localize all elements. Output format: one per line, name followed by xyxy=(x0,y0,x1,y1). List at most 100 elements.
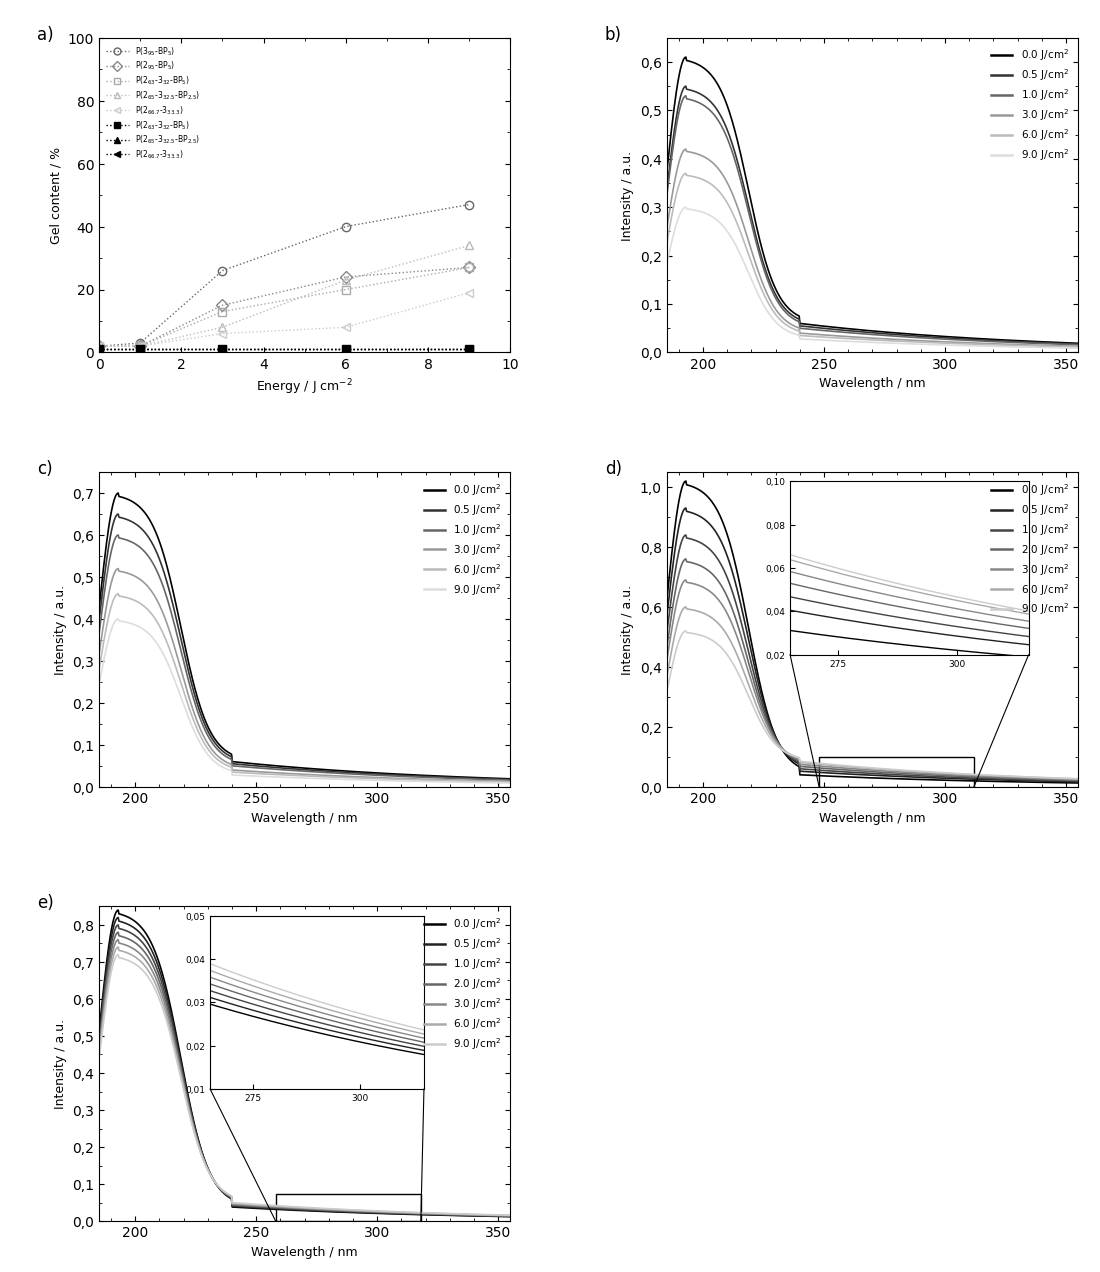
6.0 J/cm$^2$ xyxy=(504,1208,517,1224)
0.5 J/cm$^2$ xyxy=(166,1013,179,1028)
X-axis label: Wavelength / nm: Wavelength / nm xyxy=(820,812,925,824)
0.5 J/cm$^2$ xyxy=(680,79,693,94)
0.5 J/cm$^2$ xyxy=(903,328,916,343)
0.5 J/cm$^2$ xyxy=(199,1155,212,1170)
Y-axis label: Intensity / a.u.: Intensity / a.u. xyxy=(621,150,635,240)
9.0 J/cm$^2$ xyxy=(111,946,124,962)
0.5 J/cm$^2$ xyxy=(403,768,416,784)
3.0 J/cm$^2$ xyxy=(767,729,780,744)
6.0 J/cm$^2$ xyxy=(660,237,673,252)
0.0 J/cm$^2$ xyxy=(111,486,124,501)
Line: 0.5 J/cm$^2$: 0.5 J/cm$^2$ xyxy=(99,514,510,780)
0.0 J/cm$^2$ xyxy=(92,1025,106,1040)
3.0 J/cm$^2$ xyxy=(403,771,416,786)
6.0 J/cm$^2$ xyxy=(166,650,179,665)
3.0 J/cm$^2$ xyxy=(970,336,983,351)
1.0 J/cm$^2$ xyxy=(847,764,860,780)
3.0 J/cm$^2$ xyxy=(279,1199,293,1215)
Line: 3.0 J/cm$^2$: 3.0 J/cm$^2$ xyxy=(667,150,1078,347)
6.0 J/cm$^2$ xyxy=(767,731,780,747)
3.0 J/cm$^2$ xyxy=(199,733,212,748)
6.0 J/cm$^2$ xyxy=(903,763,916,778)
2.0 J/cm$^2$ xyxy=(403,1206,416,1221)
3.0 J/cm$^2$ xyxy=(680,142,693,158)
0.0 J/cm$^2$ xyxy=(767,276,780,291)
Legend: 0.0 J/cm$^2$, 0.5 J/cm$^2$, 1.0 J/cm$^2$, 3.0 J/cm$^2$, 6.0 J/cm$^2$, 9.0 J/cm$^: 0.0 J/cm$^2$, 0.5 J/cm$^2$, 1.0 J/cm$^2$… xyxy=(987,43,1072,168)
1.0 J/cm$^2$ xyxy=(903,329,916,345)
0.5 J/cm$^2$ xyxy=(680,501,693,516)
1.0 J/cm$^2$ xyxy=(767,726,780,742)
0.5 J/cm$^2$ xyxy=(847,324,860,340)
1.0 J/cm$^2$ xyxy=(680,89,693,104)
9.0 J/cm$^2$ xyxy=(403,773,416,789)
9.0 J/cm$^2$ xyxy=(847,759,860,775)
Y-axis label: Gel content / %: Gel content / % xyxy=(50,148,63,244)
9.0 J/cm$^2$ xyxy=(504,1207,517,1222)
1.0 J/cm$^2$ xyxy=(279,1201,293,1216)
0.0 J/cm$^2$ xyxy=(336,763,349,778)
3.0 J/cm$^2$ xyxy=(847,762,860,777)
Line: 1.0 J/cm$^2$: 1.0 J/cm$^2$ xyxy=(667,536,1078,781)
0.0 J/cm$^2$ xyxy=(1071,336,1085,351)
0.0 J/cm$^2$ xyxy=(279,759,293,775)
Text: d): d) xyxy=(605,459,621,478)
0.0 J/cm$^2$ xyxy=(1071,776,1085,791)
0.0 J/cm$^2$ xyxy=(367,766,381,781)
0.0 J/cm$^2$ xyxy=(970,773,983,789)
3.0 J/cm$^2$ xyxy=(935,767,948,782)
Line: 6.0 J/cm$^2$: 6.0 J/cm$^2$ xyxy=(99,594,510,782)
3.0 J/cm$^2$ xyxy=(336,1203,349,1219)
Line: 9.0 J/cm$^2$: 9.0 J/cm$^2$ xyxy=(667,631,1078,778)
1.0 J/cm$^2$ xyxy=(199,724,212,739)
6.0 J/cm$^2$ xyxy=(1071,772,1085,787)
3.0 J/cm$^2$ xyxy=(111,932,124,948)
0.0 J/cm$^2$ xyxy=(660,167,673,182)
1.0 J/cm$^2$ xyxy=(847,326,860,341)
9.0 J/cm$^2$ xyxy=(367,773,381,789)
Line: 2.0 J/cm$^2$: 2.0 J/cm$^2$ xyxy=(667,560,1078,781)
0.0 J/cm$^2$ xyxy=(504,771,517,786)
1.0 J/cm$^2$ xyxy=(166,609,179,625)
0.5 J/cm$^2$ xyxy=(660,611,673,626)
0.5 J/cm$^2$ xyxy=(734,594,747,609)
2.0 J/cm$^2$ xyxy=(660,641,673,656)
3.0 J/cm$^2$ xyxy=(336,768,349,784)
0.0 J/cm$^2$ xyxy=(504,1208,517,1224)
Line: 3.0 J/cm$^2$: 3.0 J/cm$^2$ xyxy=(99,940,510,1216)
Line: 0.5 J/cm$^2$: 0.5 J/cm$^2$ xyxy=(667,509,1078,782)
1.0 J/cm$^2$ xyxy=(403,1206,416,1221)
1.0 J/cm$^2$ xyxy=(504,1208,517,1224)
Line: 3.0 J/cm$^2$: 3.0 J/cm$^2$ xyxy=(667,580,1078,780)
0.5 J/cm$^2$ xyxy=(367,1206,381,1221)
9.0 J/cm$^2$ xyxy=(767,312,780,327)
3.0 J/cm$^2$ xyxy=(847,329,860,345)
1.0 J/cm$^2$ xyxy=(660,190,673,205)
3.0 J/cm$^2$ xyxy=(504,773,517,789)
Bar xyxy=(276,1194,421,1221)
0.5 J/cm$^2$ xyxy=(199,719,212,734)
0.5 J/cm$^2$ xyxy=(166,595,179,611)
X-axis label: Wavelength / nm: Wavelength / nm xyxy=(252,812,358,824)
Line: 6.0 J/cm$^2$: 6.0 J/cm$^2$ xyxy=(667,174,1078,347)
1.0 J/cm$^2$ xyxy=(734,611,747,626)
6.0 J/cm$^2$ xyxy=(199,738,212,753)
3.0 J/cm$^2$ xyxy=(935,335,948,350)
0.5 J/cm$^2$ xyxy=(970,772,983,787)
1.0 J/cm$^2$ xyxy=(111,528,124,543)
0.0 J/cm$^2$ xyxy=(767,722,780,738)
3.0 J/cm$^2$ xyxy=(903,764,916,780)
6.0 J/cm$^2$ xyxy=(403,772,416,787)
3.0 J/cm$^2$ xyxy=(680,572,693,588)
Y-axis label: Intensity / a.u.: Intensity / a.u. xyxy=(54,1019,67,1109)
6.0 J/cm$^2$ xyxy=(336,770,349,785)
Y-axis label: Intensity / a.u.: Intensity / a.u. xyxy=(621,585,635,674)
0.0 J/cm$^2$ xyxy=(680,50,693,65)
3.0 J/cm$^2$ xyxy=(660,654,673,669)
1.0 J/cm$^2$ xyxy=(504,772,517,787)
6.0 J/cm$^2$ xyxy=(279,1199,293,1215)
3.0 J/cm$^2$ xyxy=(403,1206,416,1221)
Line: 1.0 J/cm$^2$: 1.0 J/cm$^2$ xyxy=(667,97,1078,345)
1.0 J/cm$^2$ xyxy=(367,768,381,784)
0.0 J/cm$^2$ xyxy=(92,602,106,617)
9.0 J/cm$^2$ xyxy=(336,1202,349,1217)
